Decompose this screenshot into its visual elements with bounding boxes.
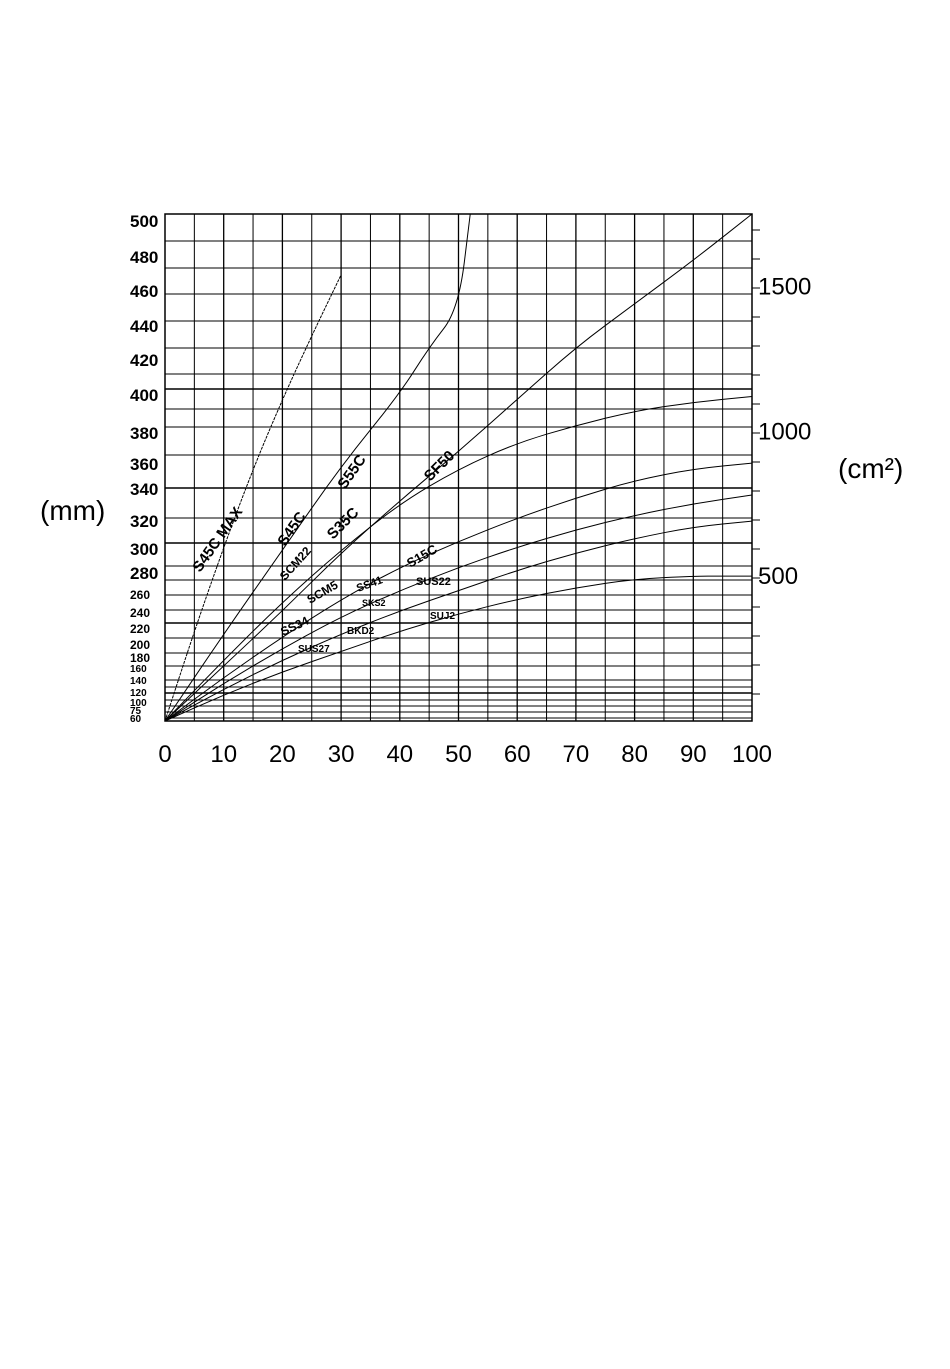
y2-axis-label: (cm²) bbox=[838, 453, 903, 484]
series-label: SS41 bbox=[355, 574, 384, 594]
y-tick-label: 220 bbox=[130, 622, 150, 636]
y-tick-label: 340 bbox=[130, 480, 158, 499]
x-tick-label: 50 bbox=[445, 741, 472, 768]
y-tick-label: 440 bbox=[130, 317, 158, 336]
series-line bbox=[164, 520, 753, 722]
x-tick-label: 80 bbox=[621, 741, 648, 768]
y2-tick-label: 500 bbox=[758, 563, 798, 590]
series-label: SF50 bbox=[421, 447, 458, 484]
y-tick-label: 140 bbox=[130, 676, 147, 687]
y-tick-label: 400 bbox=[130, 386, 158, 405]
x-tick-label: 70 bbox=[563, 741, 590, 768]
plot-frame bbox=[164, 213, 753, 722]
y-tick-label: 260 bbox=[130, 588, 150, 602]
series-label: S35C bbox=[324, 504, 363, 543]
y-tick-label: 460 bbox=[130, 282, 158, 301]
series-line bbox=[164, 462, 753, 722]
series-label: BKD2 bbox=[347, 626, 375, 637]
y-tick-label: 60 bbox=[130, 714, 142, 725]
x-tick-label: 0 bbox=[158, 741, 171, 768]
y-tick-label: 300 bbox=[130, 540, 158, 559]
y-tick-label: 120 bbox=[130, 688, 147, 699]
y-axis-label: (mm) bbox=[40, 495, 105, 526]
series-line bbox=[164, 213, 753, 722]
y-tick-label: 200 bbox=[130, 638, 150, 652]
y-tick-label: 160 bbox=[130, 664, 147, 675]
y-tick-label: 75 bbox=[130, 706, 142, 717]
y-tick-label: 360 bbox=[130, 455, 158, 474]
y-tick-label: 280 bbox=[130, 564, 158, 583]
series-line bbox=[164, 575, 752, 722]
y-tick-label: 240 bbox=[130, 606, 150, 620]
x-tick-label: 40 bbox=[386, 741, 413, 768]
y2-tick-label: 1000 bbox=[758, 418, 811, 445]
y-tick-label: 180 bbox=[130, 651, 150, 665]
curves bbox=[164, 213, 753, 722]
series-line bbox=[164, 274, 342, 722]
y-tick-label: 480 bbox=[130, 248, 158, 267]
series-line bbox=[164, 396, 753, 722]
series-label: SKS2 bbox=[362, 598, 386, 608]
x-tick-label: 30 bbox=[328, 741, 355, 768]
x-tick-label: 10 bbox=[210, 741, 237, 768]
x-tick-label: 60 bbox=[504, 741, 531, 768]
x-tick-label: 100 bbox=[732, 741, 772, 768]
series-label: SCM5 bbox=[305, 578, 341, 607]
x-tick-label: 20 bbox=[269, 741, 296, 768]
series-label: SUS27 bbox=[298, 644, 330, 655]
x-tick-label: 90 bbox=[680, 741, 707, 768]
y-tick-label: 420 bbox=[130, 351, 158, 370]
series-label: S55C bbox=[334, 452, 370, 493]
series-label: SS34 bbox=[278, 613, 311, 638]
y-tick-label: 380 bbox=[130, 424, 158, 443]
grid bbox=[164, 213, 760, 722]
series-line bbox=[164, 494, 753, 722]
tick-labels: 6075100120140160180200220240260280300320… bbox=[130, 212, 811, 768]
y-tick-label: 320 bbox=[130, 512, 158, 531]
y2-tick-label: 1500 bbox=[758, 273, 811, 300]
y-tick-label: 100 bbox=[130, 698, 147, 709]
series-label: SUJ2 bbox=[430, 611, 455, 622]
y-tick-label: 500 bbox=[130, 212, 158, 231]
series-label: SUS22 bbox=[416, 576, 451, 588]
series-line bbox=[164, 213, 471, 722]
